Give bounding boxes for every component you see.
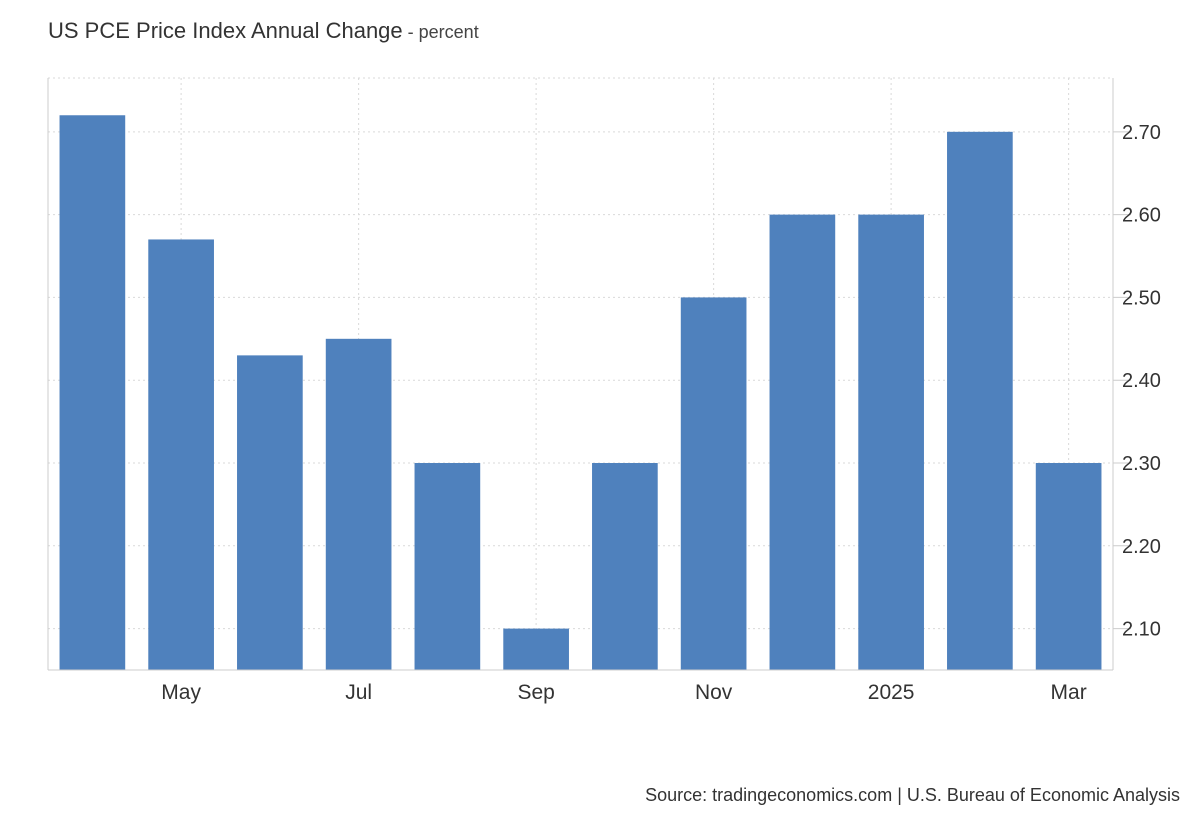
chart-subtitle: percent: [418, 22, 479, 42]
bars: [59, 115, 1102, 671]
y-tick-label: 2.30: [1122, 453, 1161, 475]
bar-2024-06: [237, 355, 303, 670]
x-tick-label: Mar: [1051, 681, 1087, 704]
bar-2025-02: [947, 131, 1013, 670]
bar-2025-01: [858, 214, 924, 670]
axes: [47, 78, 1131, 671]
y-tick-label: 2.40: [1122, 370, 1161, 392]
chart-title: US PCE Price Index Annual Change: [48, 18, 403, 43]
y-tick-label: 2.20: [1122, 536, 1161, 558]
x-tick-label: May: [161, 681, 201, 704]
source-attribution: Source: tradingeconomics.com | U.S. Bure…: [645, 785, 1180, 805]
bar-2024-12: [769, 214, 836, 670]
bar-2024-08: [414, 463, 481, 670]
bar-2024-04: [59, 115, 126, 671]
bar-2024-05: [148, 239, 214, 671]
x-tick-label: 2025: [868, 681, 915, 704]
x-tick-label: Nov: [695, 681, 733, 704]
chart-header: US PCE Price Index Annual Change - perce…: [48, 18, 479, 44]
title-separator: -: [402, 22, 419, 42]
y-tick-label: 2.50: [1122, 287, 1161, 309]
y-tick-label: 2.10: [1122, 619, 1161, 641]
bar-2024-10: [592, 463, 658, 670]
bar-chart: 2.10 2.20 2.30 2.40 2.50 2.60 2.70 May Jul Sep Nov…: [47, 77, 1161, 704]
bar-2025-03: [1035, 463, 1102, 670]
bar-2024-07: [325, 338, 392, 670]
tick-labels: 2.10 2.20 2.30 2.40 2.50 2.60 2.70 May Jul Sep Nov…: [161, 122, 1161, 704]
x-tick-label: Jul: [345, 681, 372, 704]
bar-2024-09: [503, 628, 569, 670]
y-tick-label: 2.70: [1122, 122, 1161, 144]
bar-2024-11: [680, 297, 747, 670]
y-tick-label: 2.60: [1122, 205, 1161, 227]
x-tick-label: Sep: [517, 681, 554, 704]
